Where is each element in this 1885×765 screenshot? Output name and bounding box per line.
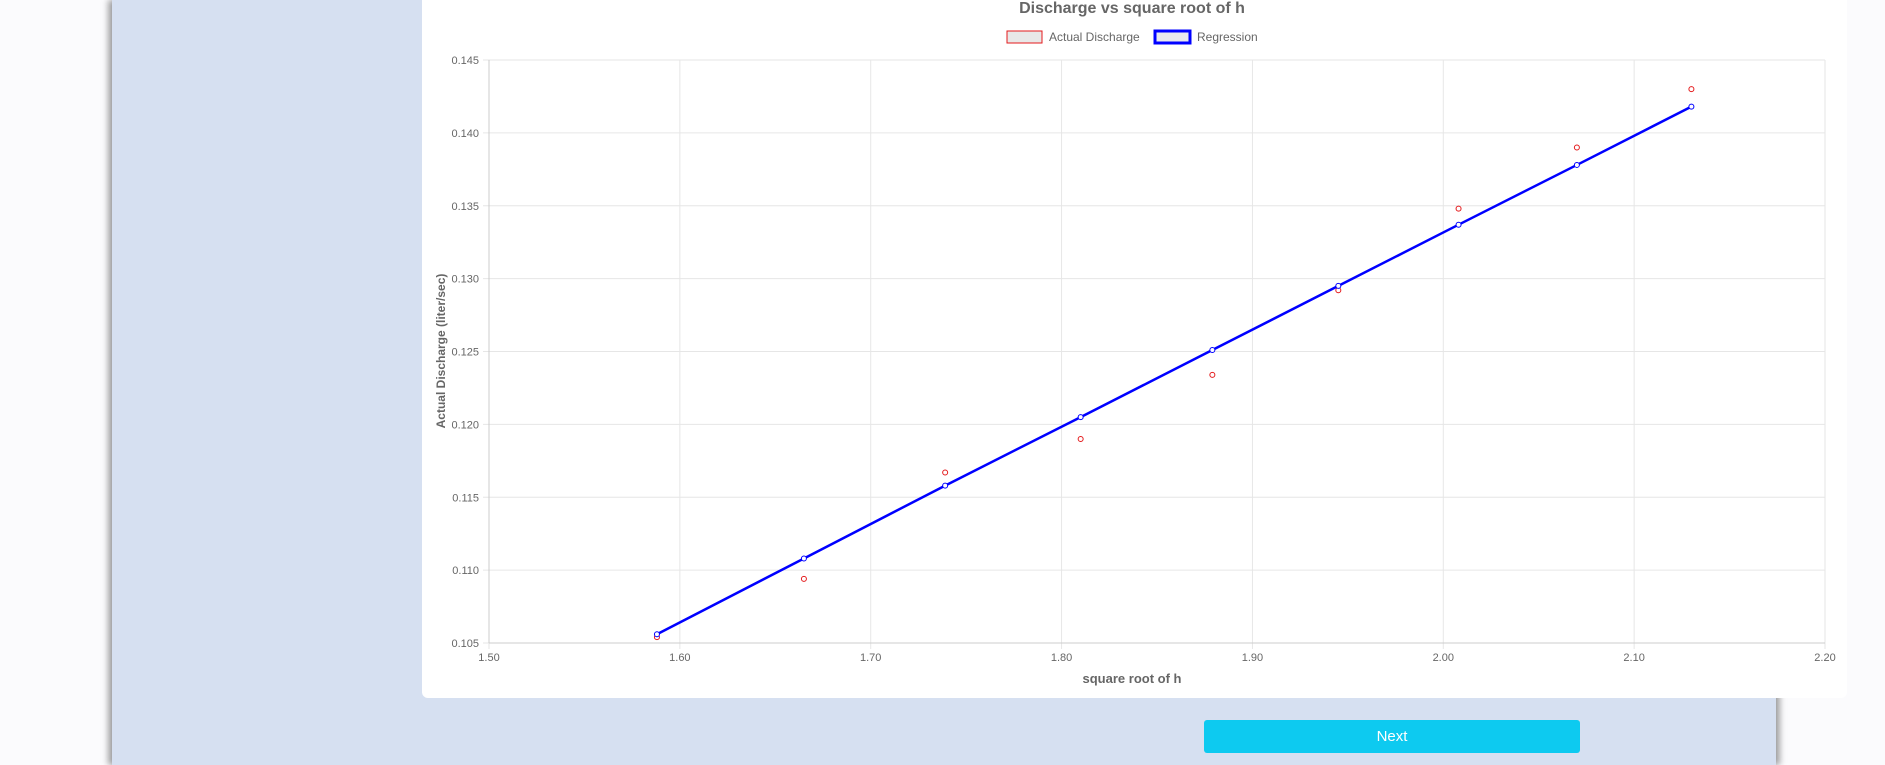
y-tick-label: 0.135 (451, 201, 479, 213)
next-button[interactable]: Next (1204, 720, 1580, 753)
legend-label: Actual Discharge (1049, 30, 1140, 44)
y-tick-label: 0.145 (451, 55, 479, 67)
x-tick-label: 2.00 (1433, 652, 1454, 664)
legend-item-actual-discharge: Actual Discharge (1006, 30, 1140, 44)
regression-point (1455, 221, 1462, 228)
y-axis-label: Actual Discharge (liter/sec) (434, 274, 448, 429)
data-point (942, 469, 949, 476)
regression-point (1335, 282, 1342, 289)
y-tick-label: 0.130 (451, 274, 479, 286)
y-tick-label: 0.105 (451, 638, 479, 650)
series (653, 86, 1695, 641)
grid-lines (483, 59, 1826, 649)
x-tick-label: 1.80 (1051, 652, 1072, 664)
x-tick-label: 1.50 (478, 652, 499, 664)
y-tick-label: 0.115 (452, 492, 479, 504)
legend: Actual Discharge Regression (1006, 29, 1258, 45)
main-panel: 1.50 1.60 1.70 1.80 1.90 2.00 2.10 2.20 0.105 0.1… (112, 0, 1847, 765)
y-tick-label: 0.110 (452, 565, 479, 577)
regression-point (942, 482, 949, 489)
regression-point (1209, 347, 1216, 354)
x-tick-label: 2.10 (1623, 652, 1644, 664)
series-regression (653, 103, 1695, 638)
legend-swatch (1153, 29, 1192, 45)
regression-point (653, 631, 660, 638)
data-point (1077, 435, 1084, 442)
chart-card: 1.50 1.60 1.70 1.80 1.90 2.00 2.10 2.20 0.105 0.1… (422, 0, 1847, 698)
x-tick-label: 1.60 (669, 652, 690, 664)
x-tick-label: 1.70 (860, 652, 881, 664)
data-point (800, 575, 807, 582)
axes (488, 60, 1825, 644)
regression-point (1688, 103, 1695, 110)
x-tick-label: 1.90 (1242, 652, 1263, 664)
data-point (1455, 205, 1462, 212)
regression-point (1573, 161, 1580, 168)
legend-label: Regression (1197, 30, 1258, 44)
regression-point (800, 555, 807, 562)
legend-swatch (1006, 30, 1043, 44)
x-tick-label: 2.20 (1814, 652, 1835, 664)
data-point (1209, 371, 1216, 378)
y-tick-label: 0.120 (451, 419, 479, 431)
regression-point (1077, 414, 1084, 421)
data-point (1573, 144, 1580, 151)
tick-labels: 1.50 1.60 1.70 1.80 1.90 2.00 2.10 2.20 0.105 0.1… (451, 55, 1835, 664)
series-actual-discharge (653, 86, 1695, 641)
y-tick-label: 0.140 (451, 128, 479, 140)
legend-item-regression: Regression (1153, 29, 1258, 45)
x-axis-label: square root of h (1083, 671, 1182, 686)
chart-title: Discharge vs square root of h (1019, 0, 1245, 17)
discharge-chart: 1.50 1.60 1.70 1.80 1.90 2.00 2.10 2.20 0.105 0.1… (434, 0, 1836, 686)
page-left-margin (0, 0, 112, 765)
data-point (1688, 86, 1695, 93)
regression-line (656, 105, 1692, 636)
y-tick-label: 0.125 (451, 347, 479, 359)
